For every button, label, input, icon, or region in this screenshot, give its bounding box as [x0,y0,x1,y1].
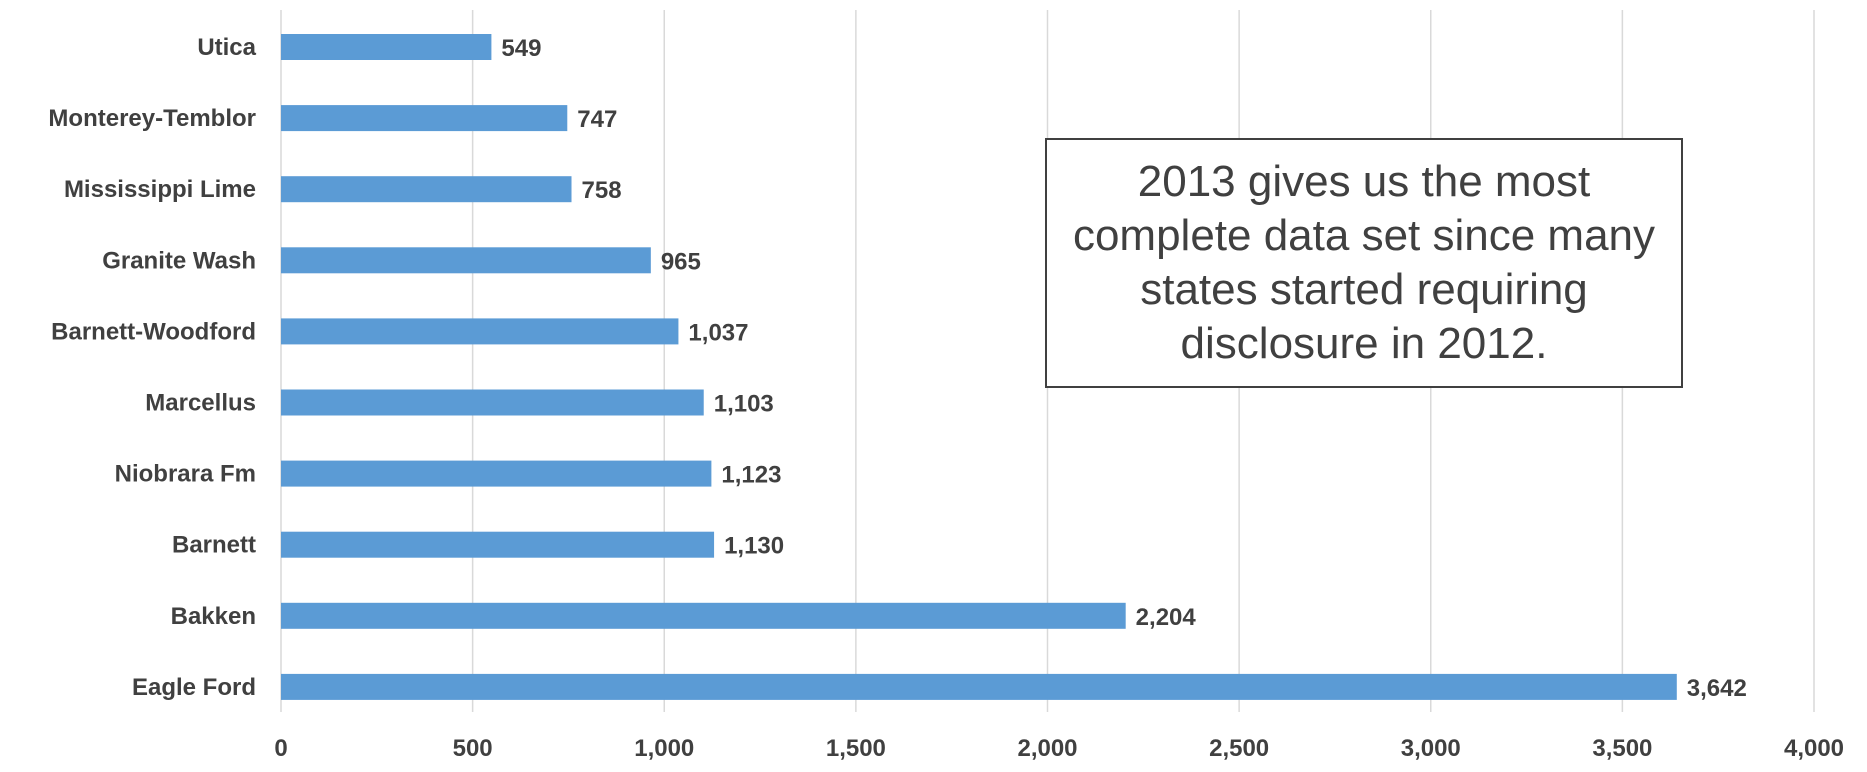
value-label: 747 [577,106,617,133]
bar [281,247,651,274]
x-tick-label: 1,000 [634,735,694,762]
x-tick-label: 2,500 [1209,735,1269,762]
category-label: Barnett-Woodford [51,318,256,345]
bar [281,105,568,132]
bars [281,34,1677,700]
bar [281,176,572,203]
bar [281,34,492,60]
x-tick-label: 1,500 [826,735,886,762]
value-label: 1,037 [688,319,748,346]
x-axis-tick-labels: 0 500 1,000 1,500 2,000 2,500 3,000 3,500 4,000 [274,735,1844,762]
bar [281,531,715,558]
bar [281,389,704,416]
bar [281,602,1126,629]
annotation-text: 2013 gives us the most complete data set… [1072,157,1656,368]
x-tick-label: 3,500 [1592,735,1652,762]
value-label: 2,204 [1136,604,1197,631]
value-labels: 549 747 758 965 1,037 1,103 1,123 1,130 2,204 3,6… [501,35,1746,702]
x-tick-label: 500 [453,735,493,762]
category-label: Marcellus [145,390,256,417]
bar [281,673,1677,700]
value-label: 1,123 [721,462,781,489]
category-label: Barnett [172,532,256,559]
value-label: 758 [582,177,622,204]
value-label: 1,103 [714,391,774,418]
category-label: Monterey-Temblor [48,105,256,132]
value-label: 3,642 [1687,675,1747,702]
x-tick-label: 0 [274,735,287,762]
category-label: Bakken [171,603,256,630]
category-labels: Utica Monterey-Temblor Mississippi Lime Gra… [48,34,256,701]
x-tick-label: 4,000 [1784,735,1844,762]
category-label: Utica [197,34,256,61]
category-label: Granite Wash [102,247,256,274]
category-label: Eagle Ford [132,674,256,701]
value-label: 1,130 [724,533,784,560]
category-label: Mississippi Lime [64,176,256,203]
x-tick-label: 2,000 [1017,735,1077,762]
annotation-box: 2013 gives us the most complete data set… [1045,138,1683,388]
value-label: 549 [501,35,541,62]
category-label: Niobrara Fm [115,461,256,488]
bar [281,318,679,345]
bar [281,460,712,487]
x-tick-label: 3,000 [1401,735,1461,762]
value-label: 965 [661,248,701,275]
